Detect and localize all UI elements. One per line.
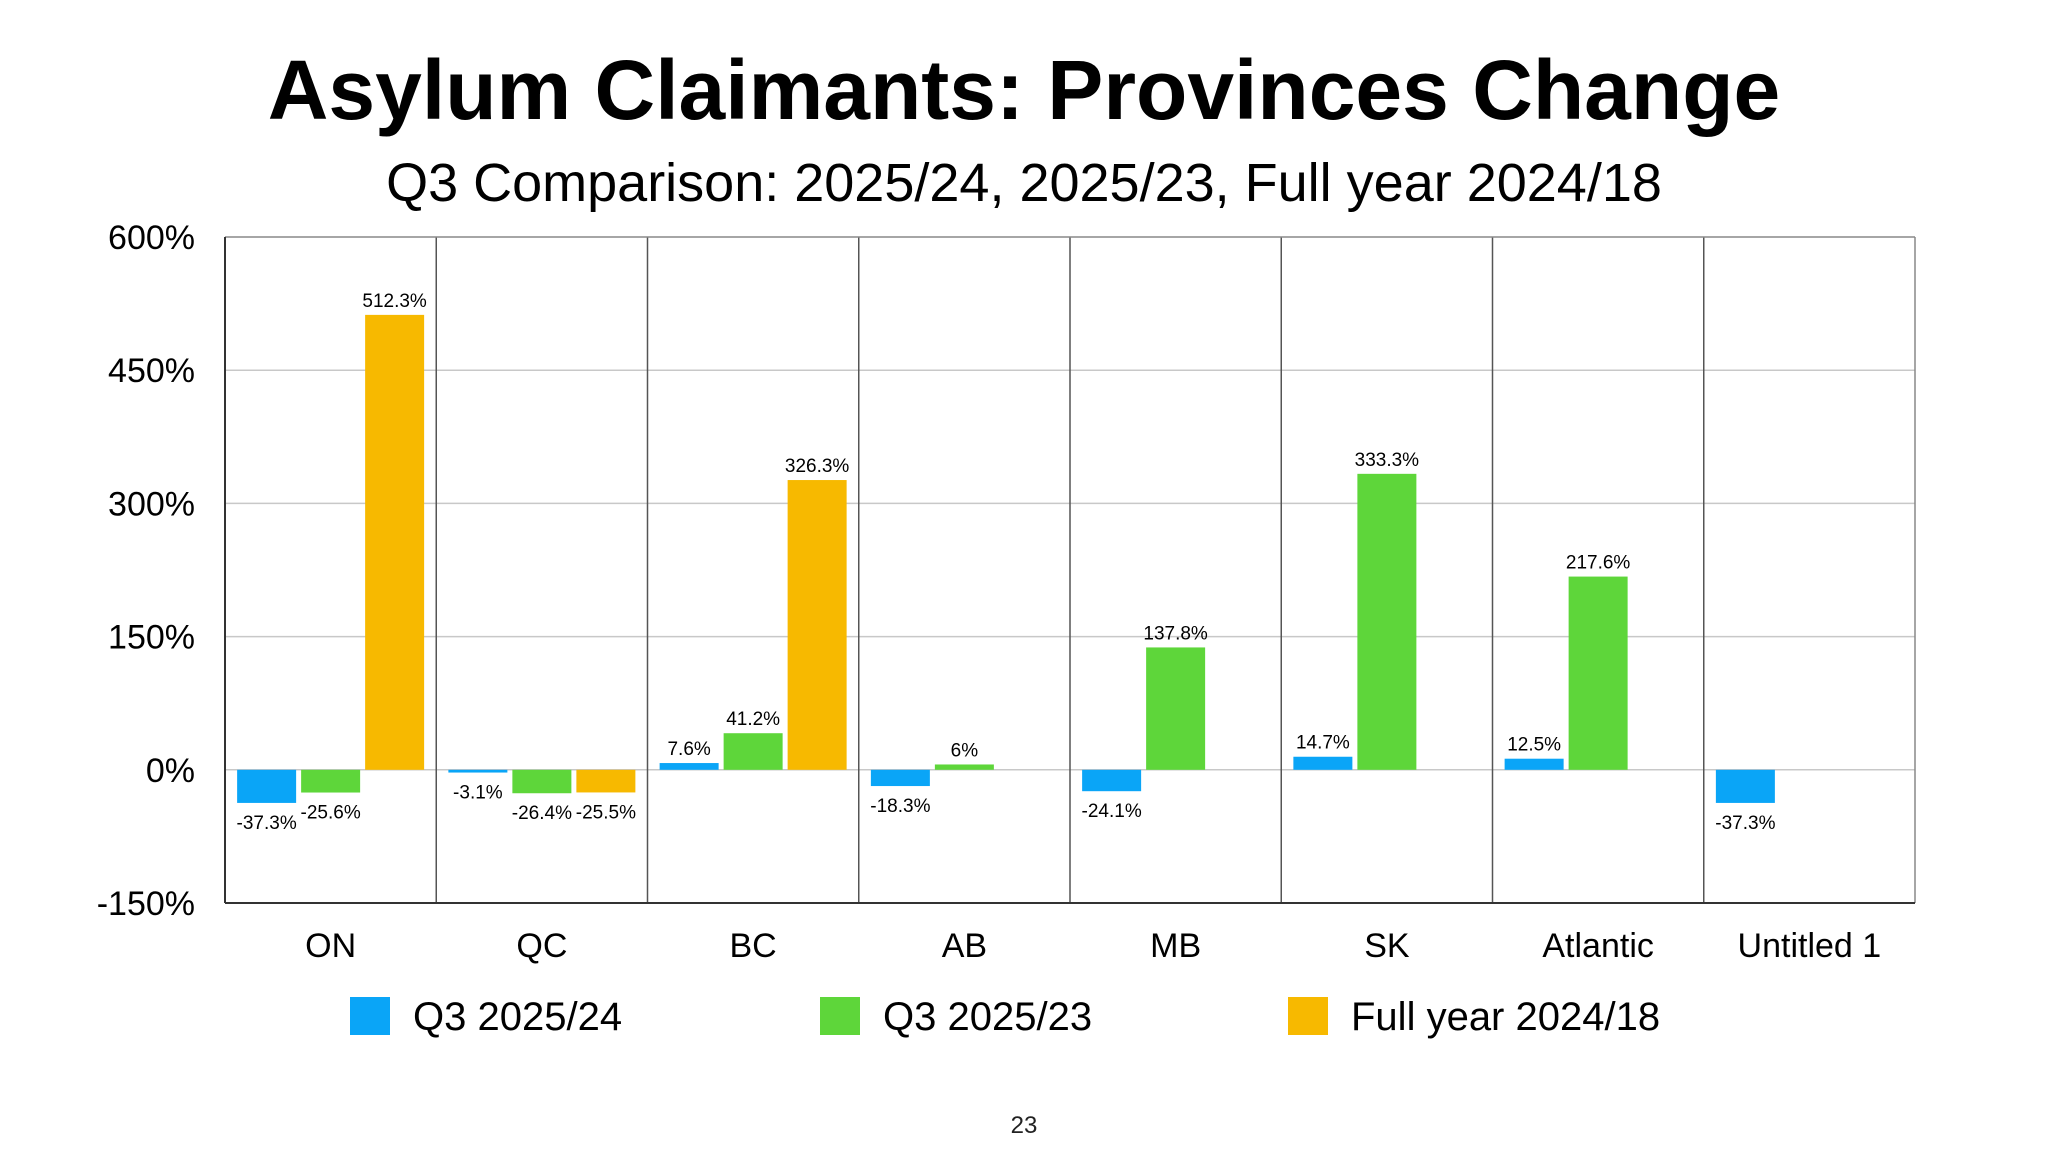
- legend-label: Q3 2025/23: [883, 995, 1092, 1039]
- y-tick-label: 0%: [146, 752, 195, 790]
- legend-swatch: [350, 997, 390, 1035]
- x-tick-label: MB: [1150, 927, 1201, 965]
- y-tick-label: 300%: [108, 485, 195, 523]
- bar: [934, 764, 994, 770]
- data-label: -25.6%: [301, 803, 361, 824]
- bar: [448, 769, 508, 773]
- bar: [1293, 756, 1353, 770]
- y-tick-label: -150%: [97, 885, 195, 923]
- bar: [659, 763, 719, 770]
- bar: [301, 769, 361, 793]
- bar: [576, 769, 636, 793]
- x-tick-label: ON: [305, 927, 356, 965]
- data-label: -37.3%: [1715, 813, 1775, 834]
- data-label: -3.1%: [453, 783, 503, 804]
- chart-title: Asylum Claimants: Provinces Change: [267, 43, 1781, 137]
- bar: [1082, 769, 1142, 792]
- page-number: 23: [1010, 1112, 1038, 1139]
- data-label: -18.3%: [870, 796, 930, 817]
- data-label: -25.5%: [576, 802, 636, 823]
- x-tick-label: QC: [516, 927, 567, 965]
- data-label: 217.6%: [1566, 553, 1631, 574]
- data-label: 512.3%: [362, 291, 427, 312]
- bar: [723, 733, 783, 770]
- data-label: 7.6%: [667, 739, 710, 760]
- x-tick-label: SK: [1364, 927, 1410, 965]
- legend-label: Full year 2024/18: [1351, 995, 1660, 1039]
- bar: [1146, 647, 1206, 770]
- bar: [1504, 758, 1564, 770]
- bar: [237, 769, 297, 803]
- data-label: 326.3%: [785, 456, 850, 477]
- bar: [1357, 473, 1417, 770]
- data-label: -24.1%: [1082, 801, 1142, 822]
- legend-label: Q3 2025/24: [413, 995, 622, 1039]
- bar: [512, 769, 572, 794]
- x-tick-label: AB: [942, 927, 987, 965]
- y-tick-label: 150%: [108, 619, 195, 657]
- y-tick-label: 600%: [108, 219, 195, 257]
- y-tick-label: 450%: [108, 352, 195, 390]
- x-tick-label: Atlantic: [1542, 927, 1654, 965]
- bar: [1568, 576, 1628, 770]
- data-label: -37.3%: [237, 813, 297, 834]
- legend-swatch: [820, 997, 860, 1035]
- bar: [870, 769, 930, 787]
- data-label: 12.5%: [1507, 735, 1561, 756]
- data-label: 6%: [951, 740, 979, 761]
- x-tick-label: Untitled 1: [1738, 927, 1882, 965]
- data-label: 41.2%: [726, 709, 780, 730]
- chart-subtitle: Q3 Comparison: 2025/24, 2025/23, Full ye…: [386, 153, 1662, 213]
- bar: [365, 314, 425, 770]
- bar: [1715, 769, 1775, 803]
- data-label: 333.3%: [1355, 450, 1420, 471]
- legend-swatch: [1288, 997, 1328, 1035]
- data-label: 137.8%: [1143, 623, 1208, 644]
- x-tick-label: BC: [730, 927, 777, 965]
- bar: [787, 480, 847, 770]
- data-label: -26.4%: [512, 803, 572, 824]
- data-label: 14.7%: [1296, 733, 1350, 754]
